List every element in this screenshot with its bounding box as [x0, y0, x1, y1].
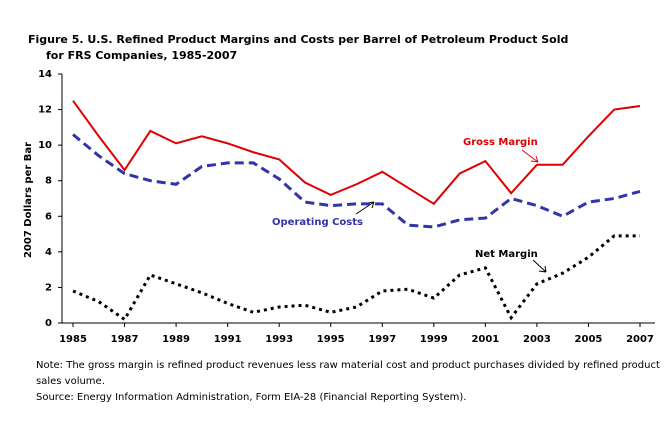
note: sales volume.: [36, 376, 105, 387]
series-line: [72, 100, 641, 206]
y-tick-label: 2: [45, 282, 52, 293]
chart-title: Figure 5. U.S. Refined Product Margins a…: [28, 33, 568, 46]
x-tick-label: 1987: [111, 334, 139, 345]
x-tick-label: 2005: [575, 334, 603, 345]
annotation-arrow: [521, 149, 539, 163]
series-annotation: Operating Costs: [272, 217, 363, 228]
series-annotation: Gross Margin: [463, 137, 538, 148]
x-tick-label: 1997: [368, 334, 396, 345]
y-tick-label: 14: [38, 69, 52, 80]
series-line: [72, 133, 641, 229]
y-tick-label: 6: [45, 211, 52, 222]
x-tick-label: 1999: [420, 334, 448, 345]
y-tick-label: 8: [45, 176, 52, 187]
x-tick-label: 1995: [317, 334, 345, 345]
y-tick-label: 4: [45, 247, 52, 258]
y-tick-label: 0: [45, 318, 52, 329]
note: Note: The gross margin is refined produc…: [36, 360, 660, 371]
x-tick-label: 1991: [214, 334, 242, 345]
y-axis-label: 2007 Dollars per Bar: [23, 142, 34, 258]
x-tick-label: 1993: [265, 334, 293, 345]
y-tick-label: 10: [38, 140, 52, 151]
series-annotation: Net Margin: [475, 249, 538, 260]
x-tick-label: 1989: [162, 334, 190, 345]
x-tick-label: 2003: [523, 334, 551, 345]
x-tick-label: 1985: [59, 334, 87, 345]
source: Source: Energy Information Administratio…: [36, 392, 466, 403]
x-tick-label: 2007: [626, 334, 654, 345]
series-line: [72, 234, 640, 322]
y-tick-label: 12: [38, 105, 52, 116]
x-tick-label: 2001: [471, 334, 499, 345]
annotation-arrow: [532, 259, 547, 273]
chart-title: for FRS Companies, 1985-2007: [46, 49, 237, 62]
